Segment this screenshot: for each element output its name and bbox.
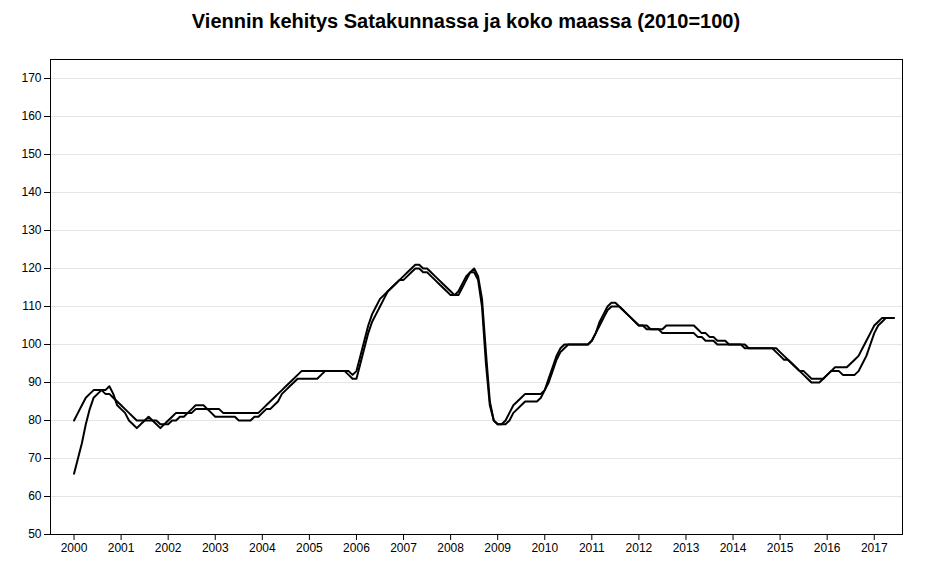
svg-text:2003: 2003 — [202, 541, 229, 555]
svg-text:2010: 2010 — [531, 541, 558, 555]
svg-text:2000: 2000 — [61, 541, 88, 555]
svg-text:2004: 2004 — [249, 541, 276, 555]
svg-text:110: 110 — [22, 299, 41, 313]
svg-text:2012: 2012 — [626, 541, 653, 555]
svg-text:2016: 2016 — [814, 541, 841, 555]
svg-text:2011: 2011 — [579, 541, 605, 555]
svg-text:170: 170 — [21, 71, 41, 85]
svg-text:60: 60 — [28, 489, 42, 503]
svg-text:130: 130 — [21, 223, 41, 237]
svg-text:2008: 2008 — [437, 541, 464, 555]
svg-text:160: 160 — [21, 109, 41, 123]
svg-text:2013: 2013 — [673, 541, 700, 555]
html-text:Viennin kehitys Satakunnassa j: Viennin kehitys Satakunnassa ja koko maa… — [191, 10, 741, 32]
svg-text:2006: 2006 — [343, 541, 370, 555]
svg-text:2015: 2015 — [767, 541, 794, 555]
svg-text:90: 90 — [28, 375, 42, 389]
svg-text:100: 100 — [21, 337, 41, 351]
svg-text:2002: 2002 — [155, 541, 182, 555]
svg-text:2017: 2017 — [861, 541, 888, 555]
svg-text:70: 70 — [28, 451, 42, 465]
svg-text:2001: 2001 — [108, 541, 135, 555]
svg-text:120: 120 — [21, 261, 41, 275]
svg-text:2009: 2009 — [484, 541, 511, 555]
svg-text:50: 50 — [28, 527, 42, 541]
svg-text:2005: 2005 — [296, 541, 323, 555]
svg-text:150: 150 — [21, 147, 41, 161]
svg-text:80: 80 — [28, 413, 42, 427]
svg-text:140: 140 — [21, 185, 41, 199]
svg-text:2014: 2014 — [720, 541, 747, 555]
svg-text:2007: 2007 — [390, 541, 417, 555]
